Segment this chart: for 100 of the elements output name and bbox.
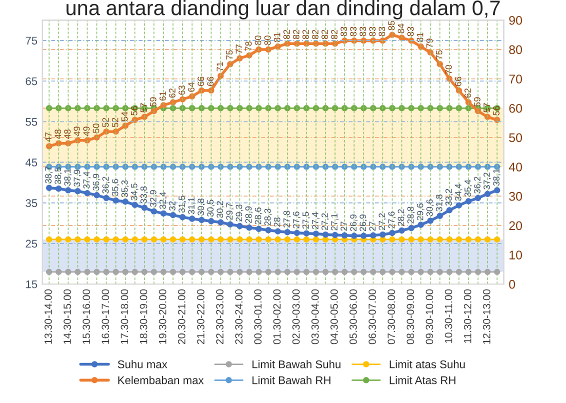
x-tick-label: 01.30-02.00 (273, 289, 281, 344)
point (312, 164, 320, 170)
x-tick-label: 21.30-22.00 (197, 289, 204, 344)
point (141, 268, 148, 276)
data-label: 38,7 (45, 166, 53, 184)
point (350, 268, 358, 276)
point (160, 268, 167, 276)
point (446, 105, 453, 112)
data-label: 27 (340, 222, 347, 231)
point (198, 268, 205, 276)
point (284, 164, 291, 170)
point (418, 43, 424, 50)
point (398, 227, 405, 234)
point (170, 164, 176, 170)
point (65, 236, 72, 243)
x-tick-label: 14.30-15.00 (64, 289, 71, 344)
point (494, 236, 500, 243)
point (112, 268, 119, 276)
point (456, 164, 462, 170)
legend-label: Limit atas Suhu (390, 360, 465, 368)
point (380, 268, 386, 276)
point (380, 105, 386, 112)
x-tick-label: 18.30-19.00 (140, 289, 148, 344)
point (418, 105, 424, 112)
point (427, 105, 434, 112)
point (274, 164, 281, 170)
point (256, 268, 262, 276)
point (74, 236, 81, 243)
point (227, 61, 234, 68)
data-label: 37,2 (484, 172, 492, 190)
data-label: 36,9 (92, 174, 100, 191)
point (198, 216, 205, 224)
y2-tick-label: 10 (510, 250, 522, 260)
point (188, 164, 196, 170)
point (94, 192, 100, 198)
point (408, 236, 414, 243)
data-label: 38,1 (493, 169, 501, 186)
point (170, 268, 176, 276)
point (256, 46, 262, 53)
point (284, 268, 291, 276)
point (46, 268, 52, 276)
y2-tick-label: 70 (509, 74, 522, 84)
data-label: 27,2 (378, 213, 386, 230)
data-label: 54 (121, 112, 128, 122)
point (474, 194, 482, 202)
point (398, 268, 405, 276)
x-tick-label: 23.30-24.00 (235, 289, 243, 344)
point (446, 207, 453, 214)
legend-label: Limit Bawah RH (252, 376, 330, 384)
data-label: 35,4 (464, 180, 472, 197)
point (179, 268, 186, 276)
x-tick-label: 06.30-07.00 (368, 289, 376, 344)
data-label: 81 (274, 32, 280, 42)
data-label: 32 (169, 201, 176, 211)
data-label: 59 (474, 97, 480, 107)
point (236, 55, 243, 62)
point (322, 236, 329, 243)
point (484, 236, 491, 243)
y2-tick-label: 20 (509, 221, 522, 230)
point (94, 105, 100, 112)
point (256, 105, 262, 112)
point (360, 105, 367, 112)
point (46, 105, 52, 112)
point (103, 105, 110, 112)
data-label: 70 (445, 64, 452, 74)
point (188, 268, 196, 276)
point (389, 230, 396, 236)
data-label: 29,3 (236, 204, 244, 222)
point (427, 236, 434, 243)
point (46, 236, 52, 243)
point (484, 268, 491, 276)
point (294, 230, 300, 236)
data-label: 62 (464, 88, 471, 98)
point (474, 268, 482, 276)
point (236, 105, 243, 112)
point (341, 232, 348, 239)
point (274, 268, 281, 276)
data-label: 82 (283, 30, 290, 40)
data-label: 34,4 (454, 184, 462, 201)
point (474, 108, 482, 114)
point (398, 164, 405, 170)
y2-tick-label: 50 (509, 133, 522, 142)
point (179, 105, 186, 112)
data-label: 57 (484, 103, 490, 112)
data-label: 75 (436, 50, 442, 60)
point (494, 268, 500, 276)
point (418, 268, 424, 276)
legend-label: Suhu max (118, 360, 168, 368)
point (56, 236, 62, 243)
point (74, 268, 81, 276)
point (303, 105, 310, 112)
point (436, 212, 444, 220)
point (188, 236, 196, 243)
data-label: 82 (302, 30, 309, 40)
point (418, 236, 424, 243)
data-label: 59 (150, 97, 156, 107)
data-label: 52 (112, 118, 118, 128)
point (122, 236, 128, 243)
x-tick-label: 02.30-03.00 (292, 289, 300, 344)
point (256, 236, 262, 243)
